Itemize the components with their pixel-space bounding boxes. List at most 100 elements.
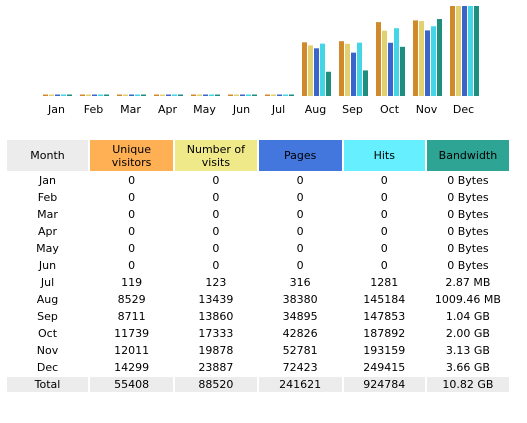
bar-pages [203, 94, 208, 96]
bar-hits [357, 42, 362, 96]
table-row: Apr 0 0 0 0 0 Bytes [7, 224, 509, 239]
bar-bandwidth [363, 70, 368, 96]
bar-hits [320, 43, 325, 96]
month-label: Aug [304, 103, 327, 116]
cell-unique-visitors: 0 [128, 242, 136, 255]
month-label: Mar [120, 103, 141, 116]
bar-pages [388, 42, 393, 96]
bar-bandwidth [474, 6, 479, 96]
cell-pages: 0 [296, 242, 304, 255]
bar-number-of-visits [345, 43, 350, 96]
bar-number-of-visits [123, 94, 128, 96]
cell-hits: 0 [380, 174, 388, 187]
table-row: Jun 0 0 0 0 0 Bytes [7, 258, 509, 273]
bar-bandwidth [215, 94, 220, 96]
bar-bandwidth [437, 19, 442, 96]
cell-visits: 0 [212, 191, 220, 204]
cell-pages: 0 [296, 174, 304, 187]
header-hits: Hits [343, 140, 425, 171]
cell-bandwidth: 3.13 GB [445, 344, 490, 357]
cell-bandwidth: 0 Bytes [447, 225, 489, 238]
cell-unique-visitors: 0 [128, 174, 136, 187]
month-label: Nov [415, 103, 438, 116]
bar-number-of-visits [86, 94, 91, 96]
header-unique-visitors: Unique visitors [90, 140, 174, 171]
bar-bandwidth [252, 94, 257, 96]
bar-unique-visitors [265, 94, 270, 96]
cell-bandwidth: 0 Bytes [447, 191, 489, 204]
bar-hits [394, 28, 399, 97]
month-label: Jan [48, 103, 65, 116]
cell-month: Jan [39, 174, 56, 187]
table-body: Jan 0 0 0 0 0 Bytes Feb 0 0 0 0 0 Bytes Mar 0 0 0 0 0 Byt… [7, 173, 509, 392]
cell-month: Jun [38, 259, 57, 272]
bar-bandwidth [400, 46, 405, 96]
cell-month: Jul [40, 276, 55, 289]
bar-hits [283, 94, 288, 96]
bar-number-of-visits [308, 45, 313, 96]
bar-number-of-visits [419, 21, 424, 97]
bar-pages [277, 94, 282, 96]
header-bandwidth: Bandwidth [426, 140, 509, 171]
bar-unique-visitors [228, 94, 233, 96]
bar-pages [92, 94, 97, 96]
bar-pages [166, 94, 171, 96]
cell-pages: 0 [296, 191, 304, 204]
cell-bandwidth: 2.00 GB [445, 327, 490, 340]
total-hits: 924784 [343, 377, 425, 392]
bar-unique-visitors [413, 20, 418, 96]
bar-hits [172, 94, 177, 96]
cell-pages: 0 [296, 259, 304, 272]
cell-visits: 23887 [198, 361, 234, 374]
bar-number-of-visits [271, 94, 276, 96]
cell-visits: 13860 [198, 310, 234, 323]
cell-visits: 0 [212, 174, 220, 187]
table-row: Jul 119 123 316 1281 2.87 MB [7, 275, 509, 290]
bar-hits [246, 94, 251, 96]
bar-number-of-visits [197, 94, 202, 96]
bar-pages [351, 52, 356, 96]
bar-hits [135, 94, 140, 96]
bar-bandwidth [289, 94, 294, 96]
bar-unique-visitors [302, 42, 307, 96]
cell-bandwidth: 0 Bytes [447, 259, 489, 272]
cell-hits: 249415 [363, 361, 406, 374]
month-label: Feb [83, 103, 104, 116]
cell-unique-visitors: 0 [128, 259, 136, 272]
monthly-stats-table: Month Unique visitors Number of visits Pag… [5, 138, 511, 394]
cell-unique-visitors: 119 [121, 276, 143, 289]
table-row: Nov 12011 19878 52781 193159 3.13 GB [7, 343, 509, 358]
cell-bandwidth: 3.66 GB [445, 361, 490, 374]
table-total-row: Total 55408 88520 241621 924784 10.82 GB [7, 377, 509, 392]
total-visits: 88520 [175, 377, 257, 392]
cell-month: Nov [36, 344, 59, 357]
bar-bandwidth [104, 94, 109, 96]
bar-unique-visitors [376, 22, 381, 96]
bar-bandwidth [67, 94, 72, 96]
cell-pages: 72423 [282, 361, 318, 374]
cell-visits: 0 [212, 242, 220, 255]
bar-number-of-visits [234, 94, 239, 96]
total-month: Total [7, 377, 89, 392]
bar-unique-visitors [117, 94, 122, 96]
cell-month: Dec [36, 361, 59, 374]
cell-month: Mar [37, 208, 58, 221]
bar-hits [61, 94, 66, 96]
cell-unique-visitors: 8711 [117, 310, 146, 323]
month-label: Apr [157, 103, 178, 116]
cell-month: Aug [36, 293, 59, 306]
month-label: Jun [232, 103, 251, 116]
month-label: Oct [379, 103, 400, 116]
monthly-history-chart [43, 6, 479, 97]
cell-hits: 0 [380, 191, 388, 204]
cell-bandwidth: 1.04 GB [445, 310, 490, 323]
cell-pages: 316 [289, 276, 311, 289]
cell-hits: 187892 [363, 327, 406, 340]
cell-hits: 145184 [363, 293, 406, 306]
cell-month: Sep [37, 310, 58, 323]
bar-unique-visitors [191, 94, 196, 96]
bar-hits [468, 6, 473, 96]
table-row: May 0 0 0 0 0 Bytes [7, 241, 509, 256]
cell-visits: 19878 [198, 344, 234, 357]
header-month: Month [7, 140, 89, 171]
